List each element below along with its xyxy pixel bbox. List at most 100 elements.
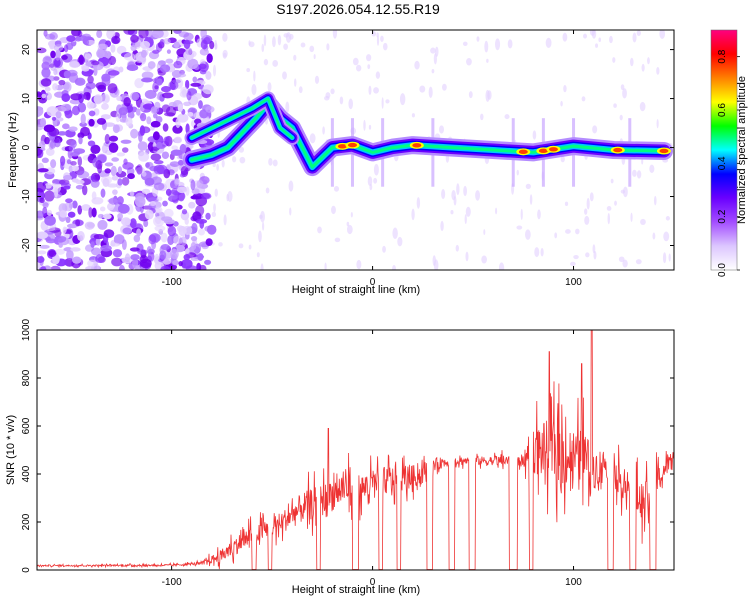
noise-blob — [367, 176, 373, 187]
hot-spot-core — [548, 147, 558, 152]
noise-blob — [167, 234, 175, 246]
noise-blob — [138, 30, 149, 39]
noise-blob — [79, 122, 88, 127]
noise-blob — [91, 191, 97, 200]
noise-blob — [455, 244, 459, 252]
colorbar-tick-label: 0.8 — [717, 49, 728, 63]
noise-blob — [180, 86, 189, 95]
noise-blob — [206, 53, 213, 64]
noise-blob — [181, 209, 188, 215]
noise-blob — [171, 145, 179, 151]
noise-blob — [213, 203, 216, 213]
noise-blob — [453, 195, 457, 206]
noise-blob — [399, 93, 406, 106]
noise-blob — [560, 100, 563, 107]
noise-blob — [100, 93, 111, 104]
noise-blob — [66, 159, 72, 165]
noise-blob — [641, 158, 644, 165]
noise-blob — [55, 111, 62, 119]
noise-blob — [178, 260, 183, 267]
noise-blob — [99, 206, 106, 212]
noise-blob — [183, 101, 192, 107]
noise-blob — [161, 92, 174, 99]
noise-blob — [246, 68, 251, 73]
noise-blob — [61, 93, 71, 102]
y-tick-label: -10 — [21, 189, 32, 204]
noise-blob — [81, 33, 91, 39]
noise-blob — [188, 144, 194, 149]
noise-blob — [63, 44, 69, 53]
noise-blob — [101, 103, 109, 110]
noise-blob — [485, 89, 490, 102]
noise-blob — [150, 120, 161, 128]
noise-blob — [309, 45, 315, 53]
noise-blob — [37, 191, 46, 199]
noise-blob — [640, 218, 646, 226]
noise-blob — [248, 244, 252, 250]
noise-blob — [498, 262, 505, 270]
noise-blob — [466, 57, 472, 66]
noise-blob — [333, 186, 340, 192]
noise-blob — [248, 40, 251, 46]
noise-blob — [428, 86, 433, 98]
y-tick-label: 600 — [21, 417, 32, 434]
noise-blob — [570, 261, 576, 266]
noise-blob — [103, 213, 112, 220]
noise-blob — [368, 124, 372, 130]
noise-blob — [55, 50, 61, 58]
noise-blob — [205, 238, 213, 247]
noise-blob — [186, 90, 192, 101]
hot-spot-core — [538, 148, 548, 154]
noise-blob — [96, 30, 103, 39]
noise-blob — [589, 30, 596, 36]
noise-blob — [205, 71, 212, 80]
noise-blob — [162, 258, 172, 265]
noise-blob — [392, 227, 398, 240]
noise-blob — [238, 146, 245, 153]
noise-blob — [58, 203, 68, 214]
noise-blob — [647, 57, 650, 65]
noise-blob — [150, 200, 157, 207]
colorbar-label: Normalized spectral amplitude — [736, 76, 748, 224]
noise-blob — [72, 200, 78, 209]
noise-blob — [623, 186, 628, 198]
noise-blob — [450, 210, 454, 215]
noise-blob — [59, 210, 68, 218]
upper-branch-band — [190, 97, 294, 139]
noise-blob — [97, 213, 104, 219]
noise-blob — [87, 75, 94, 84]
noise-blob — [85, 265, 98, 270]
noise-blob — [68, 126, 78, 132]
noise-blob — [118, 107, 128, 116]
noise-blob — [163, 112, 176, 117]
noise-blob — [95, 159, 103, 170]
noise-blob — [356, 64, 362, 72]
noise-blob — [324, 95, 330, 101]
noise-blob — [592, 244, 596, 254]
x-tick-label: 0 — [370, 277, 376, 288]
noise-blob — [226, 193, 230, 202]
noise-blob — [294, 78, 297, 87]
noise-blob — [267, 82, 272, 92]
spectrogram-x-axis-label: Height of straight line (km) — [292, 284, 420, 296]
noise-blob — [127, 173, 135, 180]
y-tick-label: 0 — [21, 567, 32, 573]
noise-blob — [137, 249, 148, 255]
noise-blob — [622, 259, 628, 268]
noise-blob — [46, 106, 59, 117]
noise-blob — [620, 189, 626, 194]
noise-blob — [419, 85, 426, 93]
noise-blob — [160, 244, 170, 251]
noise-blob — [613, 103, 617, 108]
noise-blob — [136, 228, 142, 237]
noise-blob — [172, 259, 179, 266]
noise-blob — [104, 133, 110, 145]
noise-blob — [101, 144, 108, 154]
noise-blob — [476, 36, 480, 42]
noise-blob — [630, 57, 634, 67]
noise-blob — [238, 243, 244, 249]
noise-blob — [366, 54, 372, 62]
noise-blob — [154, 215, 162, 225]
noise-blob — [211, 211, 217, 217]
